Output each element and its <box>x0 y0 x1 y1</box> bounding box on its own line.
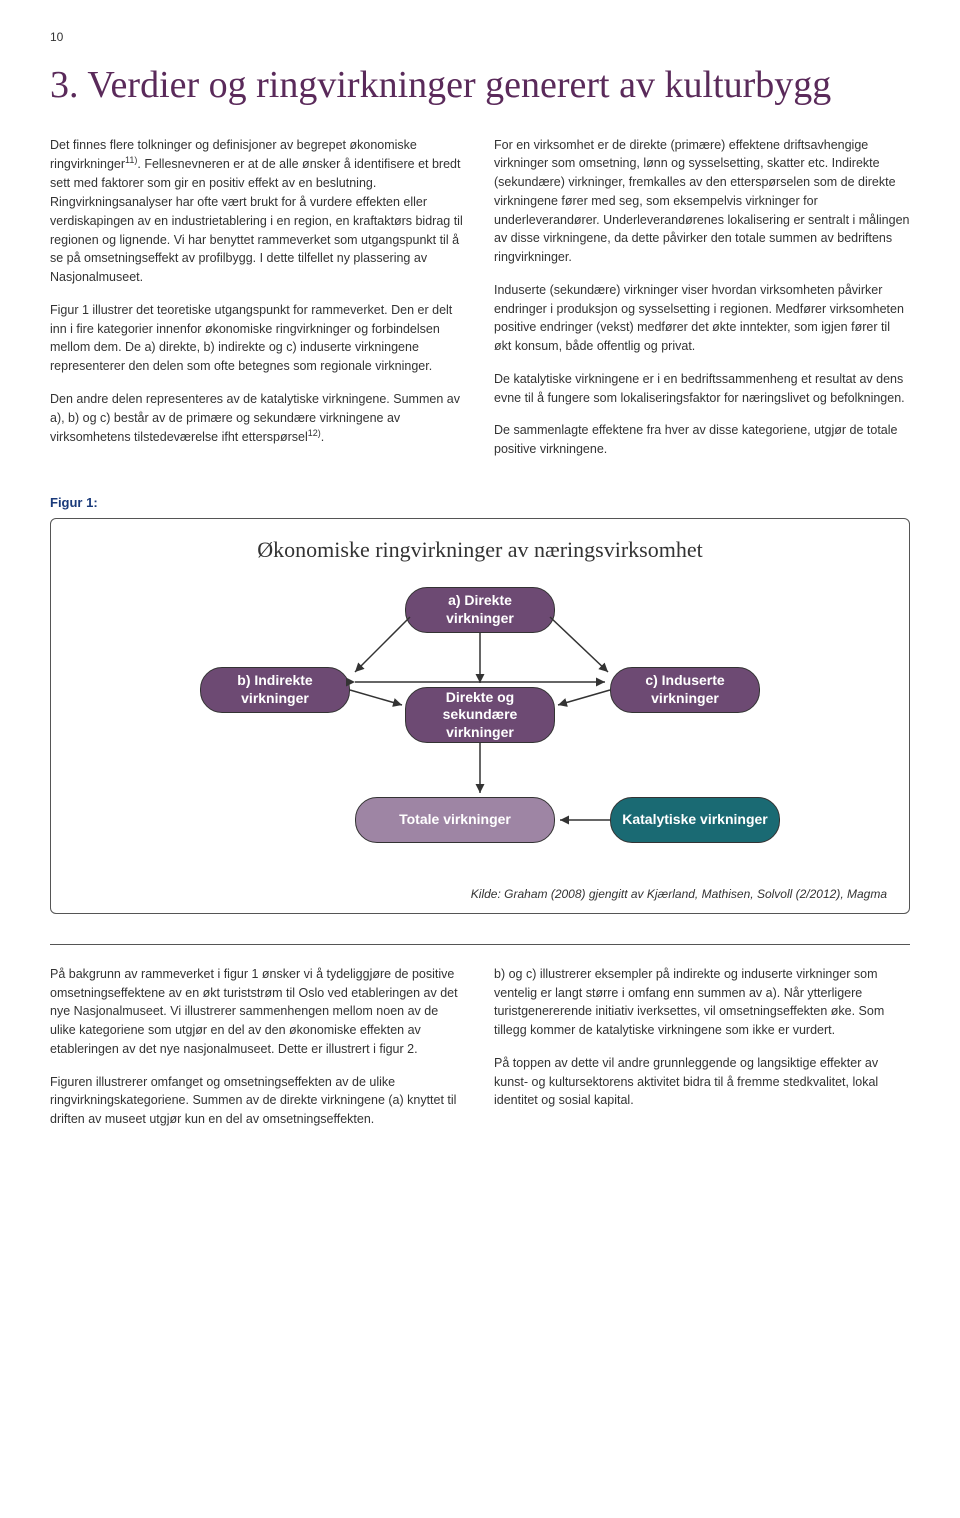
upper-columns: Det finnes flere tolkninger og definisjo… <box>50 136 910 473</box>
figure-frame: Økonomiske ringvirkninger av næringsvirk… <box>50 518 910 914</box>
para-bl-1: På bakgrunn av rammeverket i figur 1 øns… <box>50 965 466 1059</box>
divider <box>50 944 910 945</box>
bottom-left-column: På bakgrunn av rammeverket i figur 1 øns… <box>50 965 466 1143</box>
para-left-2: Figur 1 illustrer det teoretiske utgangs… <box>50 301 466 376</box>
node-c-induserte: c) Induserte virkninger <box>610 667 760 713</box>
para-left-1: Det finnes flere tolkninger og definisjo… <box>50 136 466 287</box>
para-right-3: De katalytiske virkningene er i en bedri… <box>494 370 910 408</box>
para-right-1: For en virksomhet er de direkte (primære… <box>494 136 910 267</box>
para-bl-2: Figuren illustrerer omfanget og omsetnin… <box>50 1073 466 1129</box>
para-left-1b: . Fellesnevneren er at de alle ønsker å … <box>50 158 463 285</box>
bottom-right-column: b) og c) illustrerer eksempler på indire… <box>494 965 910 1143</box>
page-title: 3. Verdier og ringvirkninger generert av… <box>50 64 910 108</box>
figure-source: Kilde: Graham (2008) gjengitt av Kjærlan… <box>73 887 887 901</box>
figure-label: Figur 1: <box>50 495 910 510</box>
para-br-2: På toppen av dette vil andre grunnleggen… <box>494 1054 910 1110</box>
para-right-4: De sammenlagte effektene fra hver av dis… <box>494 421 910 459</box>
node-katalytiske: Katalytiske virkninger <box>610 797 780 843</box>
figure-title: Økonomiske ringvirkninger av næringsvirk… <box>73 537 887 563</box>
node-a-direkte: a) Direkte virkninger <box>405 587 555 633</box>
para-left-3b: . <box>321 431 324 445</box>
node-direkte-sekundaere: Direkte og sekundære virkninger <box>405 687 555 743</box>
footnote-ref-12: 12) <box>308 428 321 438</box>
right-column: For en virksomhet er de direkte (primære… <box>494 136 910 473</box>
diagram: a) Direkte virkninger b) Indirekte virkn… <box>130 587 830 877</box>
para-br-1: b) og c) illustrerer eksempler på indire… <box>494 965 910 1040</box>
left-column: Det finnes flere tolkninger og definisjo… <box>50 136 466 473</box>
lower-columns: På bakgrunn av rammeverket i figur 1 øns… <box>50 965 910 1143</box>
para-left-3: Den andre delen representeres av de kata… <box>50 390 466 447</box>
para-left-3a: Den andre delen representeres av de kata… <box>50 392 460 445</box>
node-b-indirekte: b) Indirekte virkninger <box>200 667 350 713</box>
page-number: 10 <box>50 30 910 44</box>
node-totale: Totale virkninger <box>355 797 555 843</box>
footnote-ref-11: 11) <box>125 155 137 165</box>
para-right-2: Induserte (sekundære) virkninger viser h… <box>494 281 910 356</box>
